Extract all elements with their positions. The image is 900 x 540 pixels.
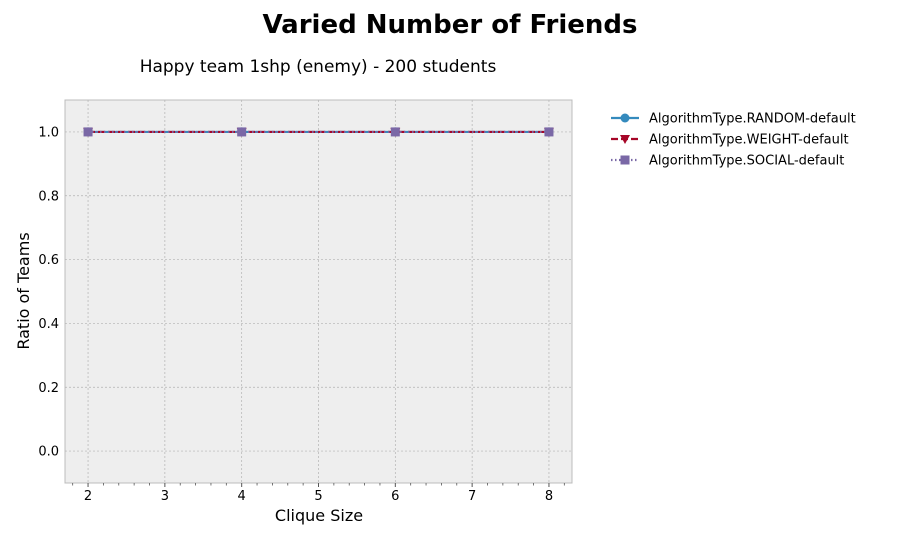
legend-label: AlgorithmType.SOCIAL-default: [649, 154, 844, 169]
x-tick-label: 8: [545, 489, 553, 504]
y-tick-label: 0.4: [38, 317, 59, 332]
legend: AlgorithmType.RANDOM-default AlgorithmTyp…: [611, 112, 856, 169]
data-point: [83, 127, 93, 137]
legend-label: AlgorithmType.RANDOM-default: [649, 112, 856, 127]
x-axis-label: Clique Size: [275, 506, 363, 525]
x-tick-label: 7: [468, 489, 476, 504]
plot-area: [64, 99, 573, 484]
legend-marker: [620, 135, 630, 144]
legend-item: AlgorithmType.WEIGHT-default: [611, 133, 849, 148]
chart-title: Varied Number of Friends: [262, 10, 637, 40]
legend-item: AlgorithmType.RANDOM-default: [611, 112, 856, 127]
x-axis: 2 3 4 5 6 7 8: [84, 483, 553, 504]
data-point: [544, 127, 554, 137]
series-layer: [83, 127, 554, 137]
y-tick-label: 1.0: [38, 125, 59, 140]
legend-marker: [620, 113, 630, 123]
y-tick-label: 0.2: [38, 381, 59, 396]
x-tick-label: 3: [161, 489, 169, 504]
y-tick-label: 0.8: [38, 189, 59, 204]
data-point: [237, 127, 247, 137]
x-tick-label: 2: [84, 489, 92, 504]
series-2: [83, 127, 554, 137]
y-tick-label: 0.0: [38, 445, 59, 460]
legend-item: AlgorithmType.SOCIAL-default: [611, 154, 844, 169]
legend-label: AlgorithmType.WEIGHT-default: [649, 133, 849, 148]
chart-subtitle: Happy team 1shp (enemy) - 200 students: [140, 57, 497, 77]
y-axis-label: Ratio of Teams: [14, 232, 33, 349]
x-minor-ticks: [72, 483, 565, 486]
y-tick-label: 0.6: [38, 253, 59, 268]
y-axis: 0.0 0.2 0.4 0.6 0.8 1.0: [38, 125, 59, 459]
x-tick-label: 4: [238, 489, 246, 504]
x-tick-label: 5: [314, 489, 322, 504]
data-point: [390, 127, 400, 137]
x-tick-label: 6: [391, 489, 399, 504]
legend-marker: [620, 155, 630, 165]
